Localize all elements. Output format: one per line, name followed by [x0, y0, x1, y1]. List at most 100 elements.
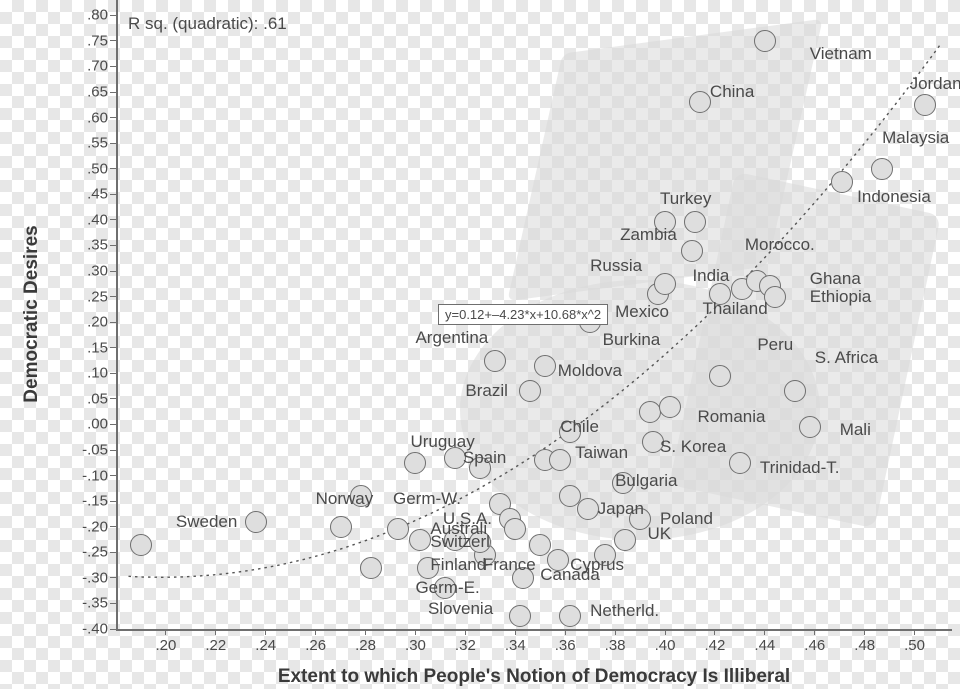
- scatter-point: [784, 380, 806, 402]
- x-tick: [665, 629, 666, 635]
- scatter-point: [330, 516, 352, 538]
- scatter-point: [404, 452, 426, 474]
- x-tick-label: .34: [505, 637, 526, 654]
- y-tick: [110, 501, 116, 502]
- point-label: Peru: [757, 335, 793, 355]
- point-label: Bulgaria: [615, 471, 677, 491]
- point-label: Indonesia: [857, 187, 931, 207]
- y-tick: [110, 15, 116, 16]
- fit-equation-box: y=0.12+–4.23*x+10.68*x^2: [438, 304, 608, 325]
- y-tick: [110, 552, 116, 553]
- scatter-point: [729, 452, 751, 474]
- point-label: Chile: [560, 417, 599, 437]
- y-tick-label: .70: [74, 58, 108, 75]
- scatter-point: [659, 396, 681, 418]
- y-tick-label: .50: [74, 160, 108, 177]
- x-tick: [615, 629, 616, 635]
- y-tick: [110, 245, 116, 246]
- point-label: Vietnam: [810, 44, 872, 64]
- scatter-point: [577, 498, 599, 520]
- y-tick: [110, 347, 116, 348]
- y-tick: [110, 40, 116, 41]
- point-label: Ethiopia: [810, 287, 871, 307]
- x-tick: [515, 629, 516, 635]
- x-axis-title: Extent to which People's Notion of Democ…: [278, 666, 790, 688]
- x-tick-label: .42: [704, 637, 725, 654]
- y-tick-label: .65: [74, 84, 108, 101]
- y-tick: [110, 92, 116, 93]
- scatter-point: [639, 401, 661, 423]
- point-label: Thailand: [702, 299, 767, 319]
- y-tick-label: -.10: [74, 467, 108, 484]
- scatter-point: [689, 91, 711, 113]
- point-label: Germ-W.: [393, 489, 461, 509]
- point-label: Germ-E.: [415, 578, 479, 598]
- x-tick: [864, 629, 865, 635]
- scatter-point: [529, 534, 551, 556]
- scatter-point: [614, 529, 636, 551]
- point-label: Zambia: [620, 225, 677, 245]
- point-label: Malaysia: [882, 128, 949, 148]
- scatter-point: [504, 518, 526, 540]
- scatter-point: [549, 449, 571, 471]
- x-tick: [415, 629, 416, 635]
- x-tick: [165, 629, 166, 635]
- x-tick: [265, 629, 266, 635]
- y-tick-label: -.15: [74, 493, 108, 510]
- x-tick-label: .48: [854, 637, 875, 654]
- y-tick: [110, 424, 116, 425]
- point-label: France: [483, 555, 536, 575]
- y-tick-label: .45: [74, 186, 108, 203]
- x-tick: [365, 629, 366, 635]
- point-label: Russia: [590, 256, 642, 276]
- scatter-point: [709, 365, 731, 387]
- y-tick-label: .10: [74, 365, 108, 382]
- x-tick: [565, 629, 566, 635]
- point-label: Poland: [660, 509, 713, 529]
- point-label: Romania: [697, 407, 765, 427]
- y-tick: [110, 296, 116, 297]
- scatter-point: [799, 416, 821, 438]
- scatter-point: [509, 605, 531, 627]
- y-tick: [110, 322, 116, 323]
- y-tick-label: .20: [74, 314, 108, 331]
- y-tick: [110, 475, 116, 476]
- scatter-point: [245, 511, 267, 533]
- y-tick-label: .60: [74, 109, 108, 126]
- chart-canvas: R sq. (quadratic): .61 Democratic Desire…: [0, 0, 960, 689]
- x-tick-label: .28: [355, 637, 376, 654]
- y-tick-label: -.25: [74, 544, 108, 561]
- point-label: Moldova: [558, 361, 622, 381]
- point-label: Netherld.: [590, 601, 659, 621]
- y-tick: [110, 143, 116, 144]
- x-tick-label: .26: [305, 637, 326, 654]
- scatter-point: [654, 273, 676, 295]
- scatter-point: [519, 380, 541, 402]
- x-tick: [914, 629, 915, 635]
- point-label: Japan: [598, 499, 644, 519]
- y-tick: [110, 168, 116, 169]
- x-tick-label: .40: [655, 637, 676, 654]
- y-tick-label: -.40: [74, 621, 108, 638]
- y-tick: [110, 219, 116, 220]
- y-tick: [110, 194, 116, 195]
- x-tick-label: .46: [804, 637, 825, 654]
- x-tick-label: .22: [205, 637, 226, 654]
- x-tick: [814, 629, 815, 635]
- scatter-point: [484, 350, 506, 372]
- scatter-point: [914, 94, 936, 116]
- point-label: Turkey: [660, 189, 711, 209]
- y-tick: [110, 117, 116, 118]
- x-tick-label: .36: [555, 637, 576, 654]
- x-tick-label: .38: [605, 637, 626, 654]
- y-tick: [110, 398, 116, 399]
- point-label: Brazil: [465, 381, 508, 401]
- x-tick-label: .20: [155, 637, 176, 654]
- x-axis-line: [116, 629, 952, 631]
- y-tick-label: .05: [74, 390, 108, 407]
- point-label: Finland: [430, 555, 486, 575]
- point-label: Jordan: [910, 74, 960, 94]
- point-label: Burkina: [603, 330, 661, 350]
- point-label: Spain: [463, 448, 506, 468]
- y-tick: [110, 603, 116, 604]
